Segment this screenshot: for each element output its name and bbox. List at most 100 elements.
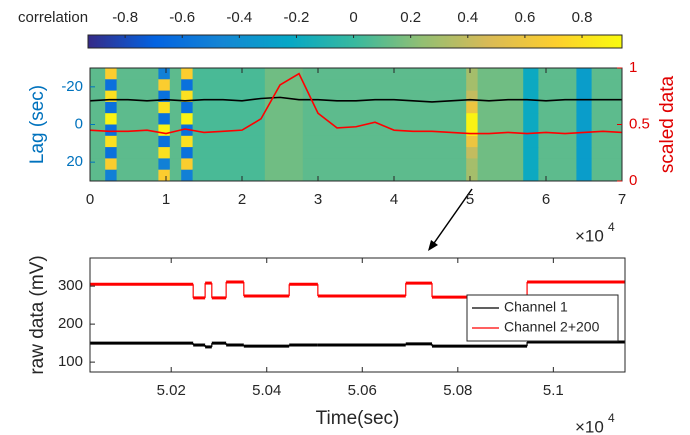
heatmap-cell: [192, 113, 266, 125]
heatmap-cell: [302, 90, 467, 103]
x-tick-label: 6: [542, 191, 550, 208]
heatmap-cell: [264, 79, 304, 92]
heatmap-cell: [158, 113, 171, 125]
heatmap-cell: [538, 113, 577, 125]
heatmap-cell: [90, 135, 106, 148]
heatmap-cell: [181, 101, 194, 114]
heatmap-cell: [576, 124, 593, 137]
colorbar-tick-label: 0.6: [514, 9, 535, 26]
heatmap-cell: [591, 147, 622, 159]
heatmap-cell: [105, 158, 118, 171]
colorbar-tick-label: 0: [349, 9, 357, 26]
data-line: [90, 96, 622, 103]
heatmap-cell: [169, 113, 182, 125]
heatmap-cell: [538, 79, 577, 92]
heatmap-cell: [181, 158, 194, 171]
colorbar-tick-label: 0.4: [457, 9, 478, 26]
heatmap-cell: [466, 169, 479, 181]
heatmap-cell: [116, 135, 159, 148]
colorbar-tick-label: -0.4: [226, 9, 252, 26]
heatmap-cell: [538, 90, 577, 103]
heatmap-cell: [192, 147, 266, 159]
heatmap-cell: [477, 158, 524, 171]
heatmap-cell: [576, 101, 593, 114]
heatmap-cell: [169, 68, 182, 80]
heatmap-cell: [169, 79, 182, 92]
heatmap-cell: [538, 124, 577, 137]
heatmap-cell: [264, 90, 304, 103]
heatmap-cell: [576, 79, 593, 92]
heatmap-cell: [181, 147, 194, 159]
heatmap-cell: [192, 79, 266, 92]
heatmap-cell: [302, 124, 467, 137]
heatmap-cell: [576, 113, 593, 125]
heatmap-cell: [158, 147, 171, 159]
heatmap-cell: [538, 147, 577, 159]
y-axis-label: Lag (sec): [27, 85, 48, 164]
heatmap-cell: [192, 135, 266, 148]
heatmap-cell: [90, 147, 106, 159]
heatmap-cell: [302, 68, 467, 80]
heatmap-cell: [591, 101, 622, 114]
x-multiplier: ×10: [575, 417, 604, 435]
heatmap-cell: [181, 169, 194, 181]
heatmap-cell: [523, 158, 539, 171]
heatmap-cell: [591, 90, 622, 103]
colorbar-tick-label: 0.2: [400, 9, 421, 26]
heatmap-cell: [116, 79, 159, 92]
heatmap-cell: [538, 68, 577, 80]
heatmap-cell: [466, 113, 479, 125]
heatmap-cell: [523, 90, 539, 103]
heatmap-cell: [181, 68, 194, 80]
heatmap-cell: [116, 169, 159, 181]
heatmap-cell: [105, 79, 118, 92]
heatmap-cell: [576, 135, 593, 148]
heatmap-cell: [523, 101, 539, 114]
heatmap-cell: [192, 90, 266, 103]
x-tick-label: 5.1: [543, 382, 564, 399]
heatmap-cell: [169, 90, 182, 103]
x-tick-label: 2: [238, 191, 246, 208]
heatmap-cell: [105, 124, 118, 137]
heatmap-cell: [523, 124, 539, 137]
heatmap-cell: [90, 101, 106, 114]
heatmap-cell: [158, 158, 171, 171]
heatmap-cell: [264, 169, 304, 181]
heatmap-cell: [116, 68, 159, 80]
x-multiplier: ×10: [575, 226, 604, 245]
heatmap-cell: [116, 90, 159, 103]
heatmap-cell: [477, 113, 524, 125]
x-tick-label: 4: [390, 191, 398, 208]
heatmap-cell: [192, 169, 266, 181]
heatmap-cell: [264, 124, 304, 137]
legend: Channel 1 Channel 2+200: [466, 294, 619, 342]
heatmap-cell: [591, 135, 622, 148]
heatmap-cell: [105, 68, 118, 80]
heatmap-cell: [466, 158, 479, 171]
heatmap-cell: [158, 68, 171, 80]
y2-axis-label: scaled data: [657, 75, 678, 173]
heatmap-cell: [169, 158, 182, 171]
heatmap-cell: [523, 147, 539, 159]
heatmap-cell: [90, 113, 106, 125]
heatmap-cell: [477, 169, 524, 181]
heatmap-cell: [105, 113, 118, 125]
heatmap-cell: [264, 135, 304, 148]
heatmap-cell: [302, 79, 467, 92]
heatmap-cell: [90, 169, 106, 181]
y-axis-label: raw data (mV): [27, 255, 48, 374]
heatmap-cell: [192, 68, 266, 80]
heatmap-cell: [192, 158, 266, 171]
arrow: [428, 188, 473, 251]
heatmap-cell: [466, 79, 479, 92]
y-tick-label: -20: [61, 78, 83, 95]
y-tick-label: 20: [66, 153, 83, 170]
heatmap-cell: [466, 90, 479, 103]
heatmap-cell: [466, 135, 479, 148]
x-tick-label: 0: [86, 191, 94, 208]
colorbar-tick-label: -0.2: [284, 9, 310, 26]
x-axis-label: Time(sec): [316, 408, 400, 429]
heatmap-cell: [591, 158, 622, 171]
y-tick-label: 1: [629, 59, 637, 76]
